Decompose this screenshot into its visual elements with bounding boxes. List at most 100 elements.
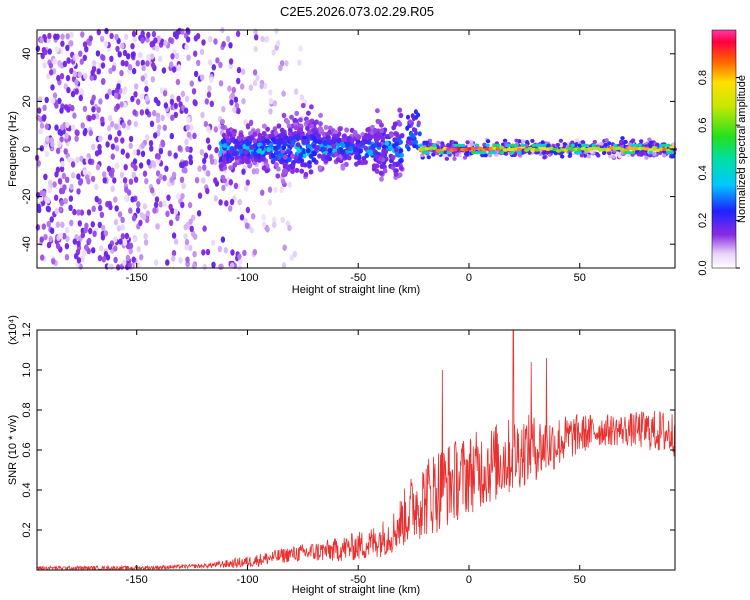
spectrogram-cell: [318, 112, 323, 118]
spectrogram-cell: [261, 165, 267, 171]
spectrogram-cell: [512, 153, 517, 158]
x-tick-label: 0: [466, 574, 472, 586]
spectrogram-cell: [200, 111, 205, 119]
spectrogram-y-axis-label: Frequency (Hz): [7, 111, 19, 187]
spectrogram-cell: [144, 85, 149, 93]
spectrogram-cell: [46, 197, 51, 204]
spectrogram-cell: [91, 94, 96, 102]
spectrogram-cell: [268, 142, 273, 149]
spectrogram-cell: [341, 133, 347, 139]
spectrogram-cell: [41, 190, 47, 197]
spectrogram-cell: [91, 60, 97, 67]
spectrogram-cell: [171, 66, 177, 73]
spectrogram-cell: [150, 76, 155, 83]
spectrogram-cell: [381, 144, 387, 150]
spectrogram-cell: [213, 126, 218, 133]
spectrogram-cell: [542, 143, 547, 147]
spectrogram-cell: [236, 77, 241, 85]
spectrogram-cell: [213, 177, 218, 184]
spectrogram-cell: [122, 101, 128, 109]
spectrogram-cell: [158, 201, 163, 208]
spectrogram-cell: [184, 238, 190, 246]
spectrogram-cell: [199, 149, 204, 156]
spectrogram-cell: [269, 98, 274, 105]
spectrogram-cell: [79, 58, 85, 65]
spectrogram-cell: [240, 159, 245, 165]
spectrogram-cell: [299, 94, 305, 101]
spectrogram-cell: [173, 102, 178, 110]
spectrogram-cell: [379, 128, 385, 134]
spectrogram-cell: [265, 226, 270, 233]
spectrogram-cell: [294, 167, 300, 173]
spectrogram-cell: [293, 134, 299, 140]
spectrogram-cell: [589, 149, 594, 154]
spectrogram-cell: [148, 140, 154, 147]
spectrogram-cell: [530, 138, 535, 143]
spectrogram-cell: [499, 151, 504, 155]
spectrogram-cell: [426, 155, 431, 160]
spectrogram-cell: [108, 67, 113, 75]
spectrogram-cell: [71, 124, 76, 131]
spectrogram-cell: [199, 48, 205, 55]
spectrogram-cell: [140, 37, 145, 44]
spectrogram-cell: [80, 255, 85, 263]
spectrogram-cell: [54, 208, 59, 215]
spectrogram-cell: [186, 131, 192, 138]
spectrogram-cell: [577, 151, 582, 155]
spectrogram-cell: [375, 108, 380, 114]
spectrogram-cell: [60, 160, 65, 168]
spectrogram-cell: [574, 138, 579, 143]
spectrogram-cell: [47, 187, 52, 194]
y-tick-label: 1.2: [21, 322, 33, 337]
spectrogram-cell: [542, 155, 547, 160]
spectrogram-cell: [99, 211, 105, 218]
spectrogram-cell: [45, 205, 51, 212]
spectrogram-cell: [233, 182, 239, 190]
spectrogram-cell: [436, 140, 441, 145]
colorbar-tick-label: 0.4: [697, 165, 709, 180]
y-tick-label: -40: [21, 236, 33, 252]
spectrogram-cell: [171, 249, 177, 257]
spectrogram-cell: [647, 137, 652, 142]
spectrogram-cell: [242, 249, 247, 257]
spectrogram-cell: [105, 141, 110, 148]
spectrogram-cell: [251, 213, 256, 220]
spectrogram-cell: [136, 246, 141, 253]
spectrogram-cell: [192, 132, 197, 139]
spectrogram-cell: [623, 151, 628, 155]
spectrogram-cell: [42, 104, 47, 112]
spectrogram-cell: [131, 215, 137, 222]
y-tick-label: 0.2: [21, 522, 33, 537]
spectrogram-cell: [191, 88, 197, 95]
spectrogram-cell: [293, 125, 299, 131]
spectrogram-cell: [114, 123, 119, 130]
spectrogram-cell: [189, 80, 194, 87]
spectrogram-cell: [52, 181, 57, 188]
spectrogram-cell: [358, 148, 363, 154]
spectrogram-cell: [156, 153, 161, 160]
spectrogram-cell: [75, 156, 80, 163]
spectrogram-cell: [231, 86, 236, 94]
spectrogram-cell: [257, 132, 263, 138]
spectrogram-cell: [364, 152, 370, 158]
spectrogram-cell: [65, 44, 70, 51]
spectrogram-cell: [64, 243, 70, 250]
spectrogram-cell: [245, 206, 251, 214]
spectrogram-cell: [222, 165, 228, 171]
spectrogram-cell: [43, 173, 48, 180]
spectrogram-cell: [48, 235, 53, 243]
spectrogram-cell: [228, 165, 234, 171]
spectrogram-cell: [138, 219, 143, 226]
spectrogram-cell: [516, 147, 523, 152]
spectrogram-cell: [88, 227, 93, 235]
spectrogram-cell: [90, 221, 96, 228]
spectrogram-cell: [307, 129, 312, 135]
spectrogram-cell: [372, 127, 378, 134]
spectrogram-cell: [273, 186, 278, 193]
spectrogram-cell: [374, 154, 380, 160]
spectrogram-cell: [245, 179, 250, 186]
spectrogram-cell: [125, 152, 130, 159]
spectrogram-cell: [72, 112, 77, 119]
spectrogram-cell: [294, 110, 300, 116]
spectrogram-cell: [260, 156, 266, 162]
